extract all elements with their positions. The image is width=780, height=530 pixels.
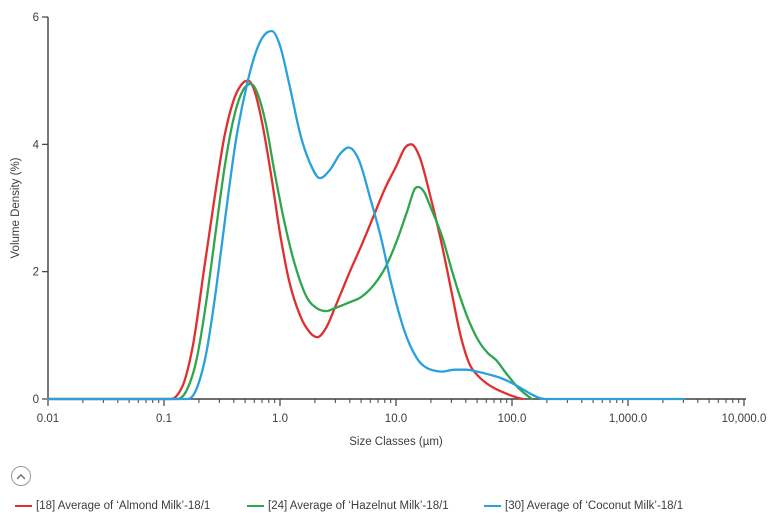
legend-swatch [15,504,32,508]
x-tick-label: 1,000.0 [609,413,647,425]
legend-label: [18] Average of ‘Almond Milk’-18/1 [36,500,211,512]
legend-swatch [247,504,264,508]
x-tick-label: 10.0 [385,413,407,425]
x-tick-label: 1.0 [272,413,288,425]
plot-area: 0.01 0.1 1.0 10.0 100.0 1,000.0 10,000.0 0 2 4 6 [33,12,767,425]
particle-size-chart: 0.01 0.1 1.0 10.0 100.0 1,000.0 10,000.0 0 2 4 6 S… [10,12,767,448]
legend-label: [24] Average of ‘Hazelnut Milk’-18/1 [268,500,449,512]
y-tick-label: 0 [33,394,39,406]
legend-item: [18] Average of ‘Almond Milk’-18/1 [15,500,210,512]
x-tick-label: 100.0 [498,413,527,425]
legend: [18] Average of ‘Almond Milk’-18/1 [24] A… [0,500,780,522]
legend-swatch [484,504,501,508]
x-tick-label: 10,000.0 [722,413,767,425]
x-axis-title: Size Classes (µm) [349,436,443,448]
y-tick-label: 4 [33,139,40,151]
legend-item: [30] Average of ‘Coconut Milk’-18/1 [484,500,683,512]
series-line-24-average-of-hazelnut-milk-18-1 [46,82,533,401]
chevron-up-icon [16,473,26,479]
y-tick-label: 2 [33,267,39,279]
x-tick-label: 0.1 [156,413,172,425]
series-line-18-average-of-almond-milk-18-1 [46,79,524,401]
y-tick-label: 6 [33,12,39,24]
y-axis-title: Volume Density (%) [10,157,22,258]
chart-canvas: 0.01 0.1 1.0 10.0 100.0 1,000.0 10,000.0 0 2 4 6 S… [10,12,767,448]
x-tick-label: 0.01 [37,413,59,425]
series-line-30-average-of-coconut-milk-18-1 [46,29,685,401]
legend-item: [24] Average of ‘Hazelnut Milk’-18/1 [247,500,449,512]
legend-collapse-button[interactable] [11,466,31,486]
legend-label: [30] Average of ‘Coconut Milk’-18/1 [505,500,684,512]
